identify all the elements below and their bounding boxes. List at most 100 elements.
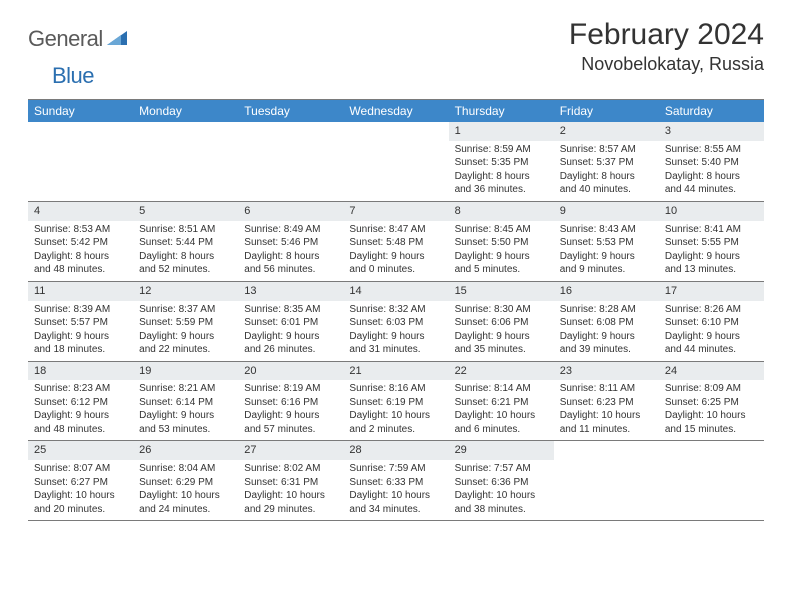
daylight: Daylight: 10 hours and 20 minutes. bbox=[34, 489, 127, 516]
sunset: Sunset: 6:36 PM bbox=[455, 476, 548, 490]
sunset: Sunset: 6:27 PM bbox=[34, 476, 127, 490]
daylight: Daylight: 8 hours and 56 minutes. bbox=[244, 250, 337, 277]
sunrise: Sunrise: 8:30 AM bbox=[455, 303, 548, 317]
day-text: Sunrise: 8:19 AMSunset: 6:16 PMDaylight:… bbox=[238, 380, 343, 440]
sunrise: Sunrise: 8:19 AM bbox=[244, 382, 337, 396]
day-number: 18 bbox=[28, 362, 133, 381]
day-text: Sunrise: 8:51 AMSunset: 5:44 PMDaylight:… bbox=[133, 221, 238, 281]
day-text: Sunrise: 8:47 AMSunset: 5:48 PMDaylight:… bbox=[343, 221, 448, 281]
month-title: February 2024 bbox=[569, 18, 764, 52]
sunset: Sunset: 5:46 PM bbox=[244, 236, 337, 250]
day-text: Sunrise: 8:37 AMSunset: 5:59 PMDaylight:… bbox=[133, 301, 238, 361]
sunset: Sunset: 6:23 PM bbox=[560, 396, 653, 410]
day-cell bbox=[238, 122, 343, 201]
day-text: Sunrise: 8:41 AMSunset: 5:55 PMDaylight:… bbox=[659, 221, 764, 281]
daylight: Daylight: 9 hours and 57 minutes. bbox=[244, 409, 337, 436]
daylight: Daylight: 9 hours and 9 minutes. bbox=[560, 250, 653, 277]
daylight: Daylight: 10 hours and 11 minutes. bbox=[560, 409, 653, 436]
sunrise: Sunrise: 8:57 AM bbox=[560, 143, 653, 157]
sunset: Sunset: 6:10 PM bbox=[665, 316, 758, 330]
day-cell: 9Sunrise: 8:43 AMSunset: 5:53 PMDaylight… bbox=[554, 202, 659, 281]
sunset: Sunset: 5:40 PM bbox=[665, 156, 758, 170]
sunset: Sunset: 6:29 PM bbox=[139, 476, 232, 490]
sunrise: Sunrise: 8:39 AM bbox=[34, 303, 127, 317]
day-text: Sunrise: 8:49 AMSunset: 5:46 PMDaylight:… bbox=[238, 221, 343, 281]
day-cell: 20Sunrise: 8:19 AMSunset: 6:16 PMDayligh… bbox=[238, 362, 343, 441]
sunset: Sunset: 6:16 PM bbox=[244, 396, 337, 410]
daylight: Daylight: 9 hours and 39 minutes. bbox=[560, 330, 653, 357]
day-number: 6 bbox=[238, 202, 343, 221]
logo-triangle-icon bbox=[107, 29, 127, 50]
day-number: 9 bbox=[554, 202, 659, 221]
daylight: Daylight: 9 hours and 18 minutes. bbox=[34, 330, 127, 357]
day-number bbox=[133, 122, 238, 126]
day-cell: 2Sunrise: 8:57 AMSunset: 5:37 PMDaylight… bbox=[554, 122, 659, 201]
day-number bbox=[659, 441, 764, 445]
sunset: Sunset: 6:06 PM bbox=[455, 316, 548, 330]
daylight: Daylight: 9 hours and 26 minutes. bbox=[244, 330, 337, 357]
daylight: Daylight: 10 hours and 15 minutes. bbox=[665, 409, 758, 436]
day-number: 15 bbox=[449, 282, 554, 301]
day-cell: 14Sunrise: 8:32 AMSunset: 6:03 PMDayligh… bbox=[343, 282, 448, 361]
day-text: Sunrise: 8:53 AMSunset: 5:42 PMDaylight:… bbox=[28, 221, 133, 281]
sunset: Sunset: 5:50 PM bbox=[455, 236, 548, 250]
day-cell: 26Sunrise: 8:04 AMSunset: 6:29 PMDayligh… bbox=[133, 441, 238, 520]
day-header-row: Sunday Monday Tuesday Wednesday Thursday… bbox=[28, 100, 764, 122]
sunrise: Sunrise: 8:16 AM bbox=[349, 382, 442, 396]
sunrise: Sunrise: 8:02 AM bbox=[244, 462, 337, 476]
sunrise: Sunrise: 8:04 AM bbox=[139, 462, 232, 476]
day-cell: 16Sunrise: 8:28 AMSunset: 6:08 PMDayligh… bbox=[554, 282, 659, 361]
sunrise: Sunrise: 7:59 AM bbox=[349, 462, 442, 476]
daylight: Daylight: 8 hours and 36 minutes. bbox=[455, 170, 548, 197]
day-cell: 7Sunrise: 8:47 AMSunset: 5:48 PMDaylight… bbox=[343, 202, 448, 281]
day-text: Sunrise: 8:35 AMSunset: 6:01 PMDaylight:… bbox=[238, 301, 343, 361]
daylight: Daylight: 9 hours and 0 minutes. bbox=[349, 250, 442, 277]
sunset: Sunset: 5:44 PM bbox=[139, 236, 232, 250]
sunset: Sunset: 5:48 PM bbox=[349, 236, 442, 250]
sunset: Sunset: 5:37 PM bbox=[560, 156, 653, 170]
day-number: 23 bbox=[554, 362, 659, 381]
sunset: Sunset: 6:12 PM bbox=[34, 396, 127, 410]
sunset: Sunset: 6:25 PM bbox=[665, 396, 758, 410]
daylight: Daylight: 9 hours and 22 minutes. bbox=[139, 330, 232, 357]
day-header: Saturday bbox=[659, 100, 764, 122]
day-text: Sunrise: 7:57 AMSunset: 6:36 PMDaylight:… bbox=[449, 460, 554, 520]
day-number: 8 bbox=[449, 202, 554, 221]
day-cell: 8Sunrise: 8:45 AMSunset: 5:50 PMDaylight… bbox=[449, 202, 554, 281]
sunset: Sunset: 5:42 PM bbox=[34, 236, 127, 250]
day-cell: 4Sunrise: 8:53 AMSunset: 5:42 PMDaylight… bbox=[28, 202, 133, 281]
daylight: Daylight: 9 hours and 5 minutes. bbox=[455, 250, 548, 277]
sunrise: Sunrise: 8:37 AM bbox=[139, 303, 232, 317]
day-text: Sunrise: 8:21 AMSunset: 6:14 PMDaylight:… bbox=[133, 380, 238, 440]
day-text: Sunrise: 8:43 AMSunset: 5:53 PMDaylight:… bbox=[554, 221, 659, 281]
day-text: Sunrise: 8:07 AMSunset: 6:27 PMDaylight:… bbox=[28, 460, 133, 520]
sunset: Sunset: 6:33 PM bbox=[349, 476, 442, 490]
daylight: Daylight: 10 hours and 34 minutes. bbox=[349, 489, 442, 516]
day-cell: 1Sunrise: 8:59 AMSunset: 5:35 PMDaylight… bbox=[449, 122, 554, 201]
day-number: 16 bbox=[554, 282, 659, 301]
day-text: Sunrise: 8:09 AMSunset: 6:25 PMDaylight:… bbox=[659, 380, 764, 440]
daylight: Daylight: 9 hours and 13 minutes. bbox=[665, 250, 758, 277]
day-text: Sunrise: 8:04 AMSunset: 6:29 PMDaylight:… bbox=[133, 460, 238, 520]
day-cell: 10Sunrise: 8:41 AMSunset: 5:55 PMDayligh… bbox=[659, 202, 764, 281]
day-cell: 12Sunrise: 8:37 AMSunset: 5:59 PMDayligh… bbox=[133, 282, 238, 361]
sunrise: Sunrise: 8:23 AM bbox=[34, 382, 127, 396]
day-number: 21 bbox=[343, 362, 448, 381]
sunrise: Sunrise: 8:26 AM bbox=[665, 303, 758, 317]
day-number: 19 bbox=[133, 362, 238, 381]
day-cell: 18Sunrise: 8:23 AMSunset: 6:12 PMDayligh… bbox=[28, 362, 133, 441]
sunrise: Sunrise: 8:21 AM bbox=[139, 382, 232, 396]
day-header: Sunday bbox=[28, 100, 133, 122]
day-number: 20 bbox=[238, 362, 343, 381]
sunset: Sunset: 6:08 PM bbox=[560, 316, 653, 330]
day-number: 13 bbox=[238, 282, 343, 301]
sunrise: Sunrise: 8:35 AM bbox=[244, 303, 337, 317]
daylight: Daylight: 9 hours and 35 minutes. bbox=[455, 330, 548, 357]
day-text: Sunrise: 8:11 AMSunset: 6:23 PMDaylight:… bbox=[554, 380, 659, 440]
day-number: 1 bbox=[449, 122, 554, 141]
sunrise: Sunrise: 8:43 AM bbox=[560, 223, 653, 237]
daylight: Daylight: 8 hours and 40 minutes. bbox=[560, 170, 653, 197]
sunset: Sunset: 6:19 PM bbox=[349, 396, 442, 410]
day-cell: 23Sunrise: 8:11 AMSunset: 6:23 PMDayligh… bbox=[554, 362, 659, 441]
day-text: Sunrise: 8:59 AMSunset: 5:35 PMDaylight:… bbox=[449, 141, 554, 201]
